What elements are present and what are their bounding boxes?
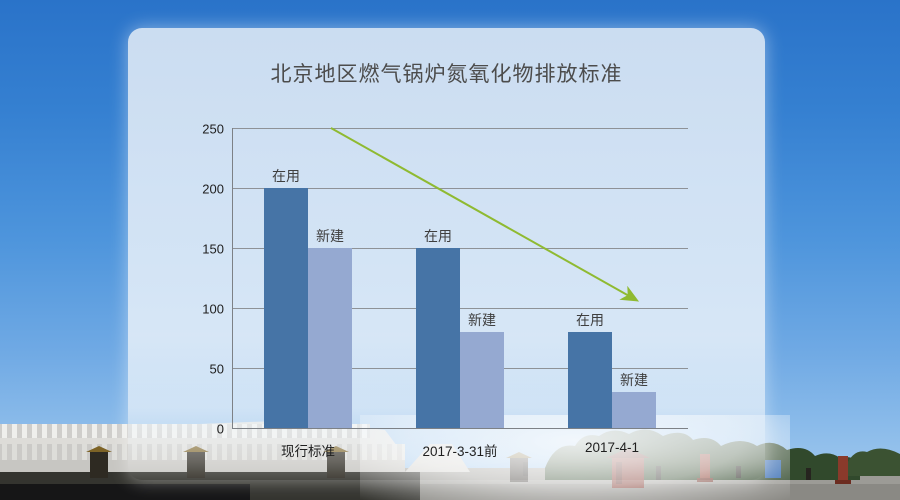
bar-1-0 [416,248,460,428]
dark-corner-strip [0,484,250,500]
bar-2-0 [568,332,612,428]
gridline-y250 [232,128,688,129]
y-axis-tick-250: 250 [202,121,224,137]
bar-label-1-1: 新建 [468,312,496,328]
y-axis-tick-50: 50 [209,361,224,377]
y-axis-line [232,128,233,428]
bar-0-1 [308,248,352,428]
chart-title: 北京地区燃气锅炉氮氧化物排放标准 [270,63,623,86]
bar-label-0-0: 在用 [272,168,300,184]
x-axis-label-2: 2017-4-1 [584,440,640,455]
x-axis-label-0: 现行标准 [281,444,335,459]
x-axis-label-1: 2017-3-31前 [422,444,498,459]
bar-1-1 [460,332,504,428]
x-axis-line [232,428,688,429]
gridline-y100 [232,308,688,309]
y-axis-tick-100: 100 [202,301,224,317]
bar-2-1 [612,392,656,428]
bar-0-0 [264,188,308,428]
y-axis-tick-200: 200 [202,181,224,197]
trees-far-right [845,448,900,476]
red-censer-2 [835,456,851,484]
bar-label-0-1: 新建 [316,228,344,244]
bar-label-2-0: 在用 [576,312,604,328]
y-axis-tick-0: 0 [216,421,224,437]
bar-label-2-1: 新建 [620,372,648,388]
bar-label-1-0: 在用 [424,228,452,244]
y-axis-tick-150: 150 [202,241,224,257]
